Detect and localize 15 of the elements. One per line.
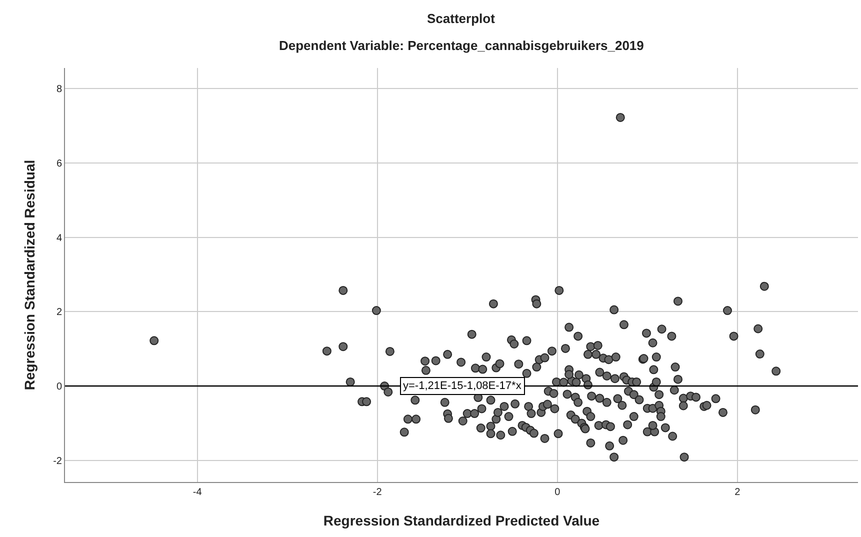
x-tick-label: -4 [192, 487, 202, 498]
y-tick-label: 0 [56, 382, 62, 393]
x-tick-label: 0 [554, 487, 561, 498]
x-axis-title: Regression Standardized Predicted Value [323, 512, 600, 528]
chart-title: Scatterplot [427, 11, 496, 26]
y-axis-title: Regression Standardized Residual [22, 160, 38, 390]
y-tick-label: 6 [56, 158, 62, 170]
annotation: y=-1,21E-15-1,08E-17*x [403, 380, 522, 392]
y-tick-label: 8 [56, 84, 62, 95]
y-tick-label: 2 [56, 307, 62, 318]
x-tick-label: -2 [372, 487, 382, 498]
y-tick-label: 4 [56, 232, 62, 244]
x-tick-label: 2 [734, 487, 741, 498]
chart-subtitle: Dependent Variable: Percentage_cannabisgebruikers_2019 [279, 38, 644, 53]
y-tick-label: -2 [53, 456, 62, 467]
